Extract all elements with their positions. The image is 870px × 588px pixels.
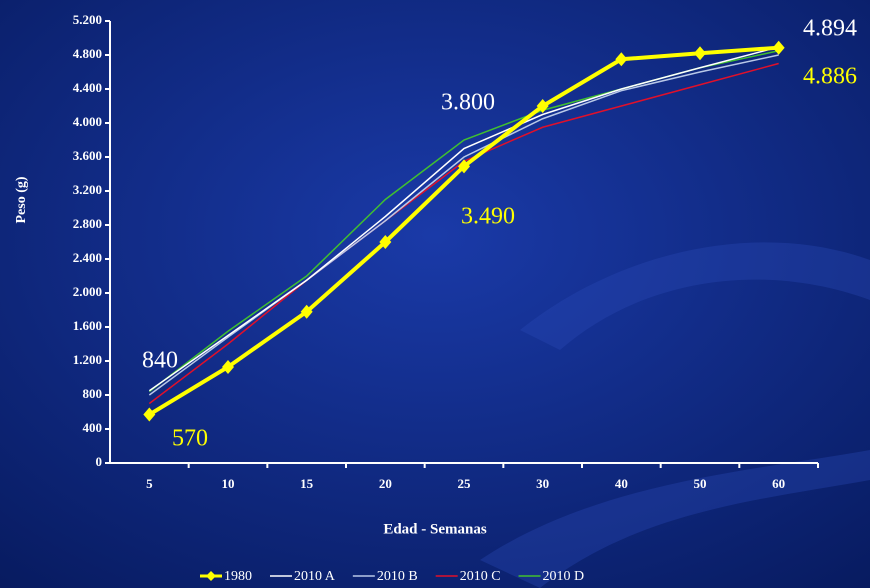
- y-tick-label: 4.000: [73, 114, 102, 129]
- annotation: 570: [172, 426, 208, 452]
- data-marker: [772, 40, 785, 55]
- legend-marker: [206, 571, 216, 581]
- legend-label: 2010 D: [543, 569, 585, 584]
- y-tick-label: 4.400: [73, 80, 102, 95]
- data-marker: [379, 235, 392, 249]
- data-marker: [222, 359, 234, 374]
- annotation: 840: [142, 348, 178, 374]
- data-marker: [300, 304, 313, 319]
- y-tick-label: 0: [96, 454, 103, 469]
- annotation: 3.800: [441, 90, 495, 116]
- y-tick-label: 4.800: [73, 46, 102, 61]
- x-tick-label: 60: [772, 476, 785, 491]
- decoration: [520, 242, 870, 350]
- x-tick-label: 20: [379, 476, 392, 491]
- x-tick-label: 15: [300, 476, 314, 491]
- y-tick-label: 1.200: [73, 352, 102, 367]
- series-line: [148, 54, 779, 396]
- series-line: [148, 46, 779, 392]
- y-tick-label: 800: [83, 386, 103, 401]
- data-marker: [143, 407, 156, 422]
- y-tick-label: 2.800: [73, 216, 102, 231]
- x-tick-label: 5: [146, 476, 153, 491]
- data-marker: [615, 52, 628, 67]
- x-tick-label: 10: [222, 476, 235, 491]
- data-marker: [458, 159, 470, 174]
- y-tick-label: 2.400: [73, 250, 102, 265]
- data-marker: [694, 46, 706, 61]
- legend-label: 2010 B: [377, 569, 418, 584]
- y-tick-label: 2.000: [73, 284, 102, 299]
- x-tick-label: 30: [536, 476, 549, 491]
- y-tick-label: 3.600: [73, 148, 102, 163]
- x-tick-label: 25: [458, 476, 472, 491]
- y-tick-label: 5.200: [73, 12, 102, 27]
- y-axis-title: Peso (g): [14, 176, 29, 223]
- annotation: 4.886: [803, 64, 857, 90]
- x-tick-label: 40: [615, 476, 628, 491]
- annotation: 4.894: [803, 16, 857, 42]
- y-tick-label: 3.200: [73, 182, 102, 197]
- y-tick-label: 1.600: [73, 318, 102, 333]
- annotation: 3.490: [461, 204, 515, 230]
- legend-label: 1980: [224, 569, 252, 584]
- legend-label: 2010 C: [460, 569, 501, 584]
- x-tick-label: 50: [694, 476, 707, 491]
- x-axis-title: Edad - Semanas: [383, 521, 487, 537]
- data-marker: [536, 99, 549, 113]
- decoration: [480, 450, 870, 588]
- legend-label: 2010 A: [294, 569, 336, 584]
- y-tick-label: 400: [83, 420, 103, 435]
